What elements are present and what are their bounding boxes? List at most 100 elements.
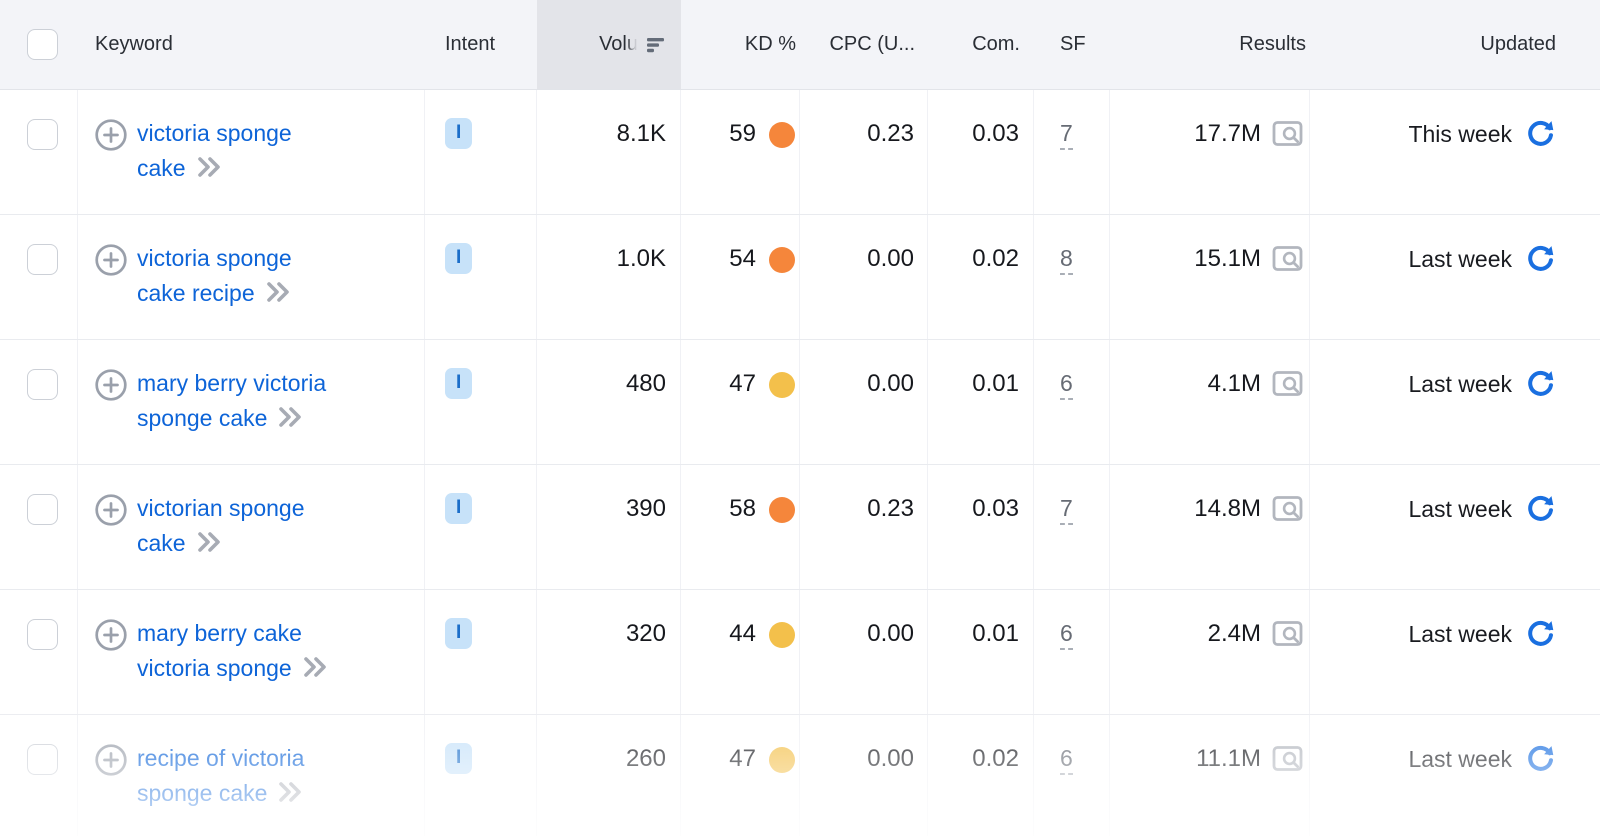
refresh-icon[interactable] xyxy=(1525,369,1556,400)
intent-badge[interactable]: I xyxy=(445,493,473,524)
refresh-icon[interactable] xyxy=(1525,494,1556,525)
row-checkbox[interactable] xyxy=(27,744,58,775)
keyword-link[interactable]: victoria sponge cake recipe xyxy=(137,241,297,311)
kd-value: 59 xyxy=(729,120,756,147)
intent-badge[interactable]: I xyxy=(445,743,473,774)
kd-value: 44 xyxy=(729,620,756,647)
column-header-results[interactable]: Results xyxy=(1110,0,1310,89)
kd-difficulty-dot xyxy=(769,372,795,398)
row-checkbox[interactable] xyxy=(27,244,58,275)
volume-value: 8.1K xyxy=(616,120,666,147)
keyword-link[interactable]: mary berry victoria sponge cake xyxy=(137,366,326,436)
row-checkbox[interactable] xyxy=(27,619,58,650)
keyword-link[interactable]: mary berry cake victoria sponge xyxy=(137,616,334,686)
row-checkbox[interactable] xyxy=(27,119,58,150)
column-header-updated[interactable]: Updated xyxy=(1310,0,1600,89)
add-keyword-icon[interactable] xyxy=(94,493,128,527)
serp-features-value[interactable]: 7 xyxy=(1060,495,1073,525)
refresh-icon[interactable] xyxy=(1525,244,1556,275)
volume-cell: 480 xyxy=(537,340,681,464)
serp-features-value[interactable]: 6 xyxy=(1060,620,1073,650)
add-keyword-icon[interactable] xyxy=(94,743,128,777)
keyword-link[interactable]: victoria sponge cake xyxy=(137,116,292,186)
expand-keyword-icon[interactable] xyxy=(197,156,228,178)
updated-value: Last week xyxy=(1408,746,1512,772)
table-header: Keyword Intent Volu KD % CPC (U... Com. … xyxy=(0,0,1600,90)
row-checkbox-cell xyxy=(0,590,78,714)
serp-features-value[interactable]: 6 xyxy=(1060,370,1073,400)
view-serp-icon[interactable] xyxy=(1271,119,1305,149)
add-keyword-icon[interactable] xyxy=(94,618,128,652)
results-value: 15.1M xyxy=(1194,245,1261,272)
expand-keyword-icon[interactable] xyxy=(266,281,297,303)
volume-cell: 8.1K xyxy=(537,90,681,214)
competition-cell: 0.03 xyxy=(928,465,1034,589)
cpc-value: 0.23 xyxy=(867,495,914,522)
results-cell: 15.1M xyxy=(1110,215,1310,339)
add-keyword-icon[interactable] xyxy=(94,118,128,152)
keyword-line-1: mary berry victoria xyxy=(137,370,327,396)
keyword-link[interactable]: recipe of victoria sponge cake xyxy=(137,741,309,811)
serp-features-value[interactable]: 8 xyxy=(1060,245,1073,275)
view-serp-icon[interactable] xyxy=(1271,244,1305,274)
column-header-cpc[interactable]: CPC (U... xyxy=(800,0,928,89)
kd-value: 58 xyxy=(729,495,756,522)
row-checkbox-cell xyxy=(0,215,78,339)
table-row: victoria sponge cake recipe I 1.0K 54 0.… xyxy=(0,215,1600,340)
expand-keyword-icon[interactable] xyxy=(278,781,309,803)
cpc-value: 0.23 xyxy=(867,120,914,147)
results-value: 4.1M xyxy=(1207,370,1261,397)
kd-cell: 54 xyxy=(681,215,800,339)
serp-features-cell: 6 xyxy=(1034,590,1110,714)
serp-features-value[interactable]: 7 xyxy=(1060,120,1073,150)
add-keyword-icon[interactable] xyxy=(94,243,128,277)
keyword-link[interactable]: victorian sponge cake xyxy=(137,491,305,561)
expand-keyword-icon[interactable] xyxy=(303,656,334,678)
keyword-line-1: victoria sponge xyxy=(137,245,292,271)
view-serp-icon[interactable] xyxy=(1271,369,1305,399)
volume-cell: 1.0K xyxy=(537,215,681,339)
intent-badge[interactable]: I xyxy=(445,243,473,274)
table-row: victorian sponge cake I 390 58 0.23 0.03… xyxy=(0,465,1600,590)
keyword-line-1: recipe of victoria xyxy=(137,745,305,771)
competition-value: 0.02 xyxy=(972,745,1019,772)
column-header-com[interactable]: Com. xyxy=(928,0,1034,89)
intent-badge[interactable]: I xyxy=(445,618,473,649)
results-cell: 11.1M xyxy=(1110,715,1310,836)
kd-cell: 47 xyxy=(681,715,800,836)
row-checkbox[interactable] xyxy=(27,494,58,525)
view-serp-icon[interactable] xyxy=(1271,619,1305,649)
column-header-volume[interactable]: Volu xyxy=(537,0,681,89)
volume-cell: 260 xyxy=(537,715,681,836)
cpc-value: 0.00 xyxy=(867,245,914,272)
results-cell: 14.8M xyxy=(1110,465,1310,589)
volume-value: 390 xyxy=(625,495,666,522)
column-header-keyword[interactable]: Keyword xyxy=(78,0,425,89)
column-header-label: CPC (U... xyxy=(829,33,915,55)
add-keyword-icon[interactable] xyxy=(94,368,128,402)
view-serp-icon[interactable] xyxy=(1271,744,1305,774)
column-header-intent[interactable]: Intent xyxy=(425,0,537,89)
table-row: mary berry victoria sponge cake I 480 47… xyxy=(0,340,1600,465)
intent-badge[interactable]: I xyxy=(445,118,473,149)
view-serp-icon[interactable] xyxy=(1271,494,1305,524)
refresh-icon[interactable] xyxy=(1525,744,1556,775)
column-header-label: Intent xyxy=(445,33,496,55)
keyword-line-1: mary berry cake xyxy=(137,620,302,646)
row-checkbox[interactable] xyxy=(27,369,58,400)
column-header-kd[interactable]: KD % xyxy=(681,0,800,89)
serp-features-cell: 6 xyxy=(1034,340,1110,464)
serp-features-value[interactable]: 6 xyxy=(1060,745,1073,775)
keyword-line-2: cake recipe xyxy=(137,280,255,306)
intent-badge[interactable]: I xyxy=(445,368,473,399)
select-all-checkbox[interactable] xyxy=(27,29,58,60)
expand-keyword-icon[interactable] xyxy=(278,406,309,428)
refresh-icon[interactable] xyxy=(1525,119,1556,150)
keyword-line-2: sponge cake xyxy=(137,405,268,431)
expand-keyword-icon[interactable] xyxy=(197,531,228,553)
competition-cell: 0.02 xyxy=(928,215,1034,339)
column-header-sf[interactable]: SF xyxy=(1034,0,1110,89)
updated-cell: Last week xyxy=(1310,340,1600,464)
refresh-icon[interactable] xyxy=(1525,619,1556,650)
